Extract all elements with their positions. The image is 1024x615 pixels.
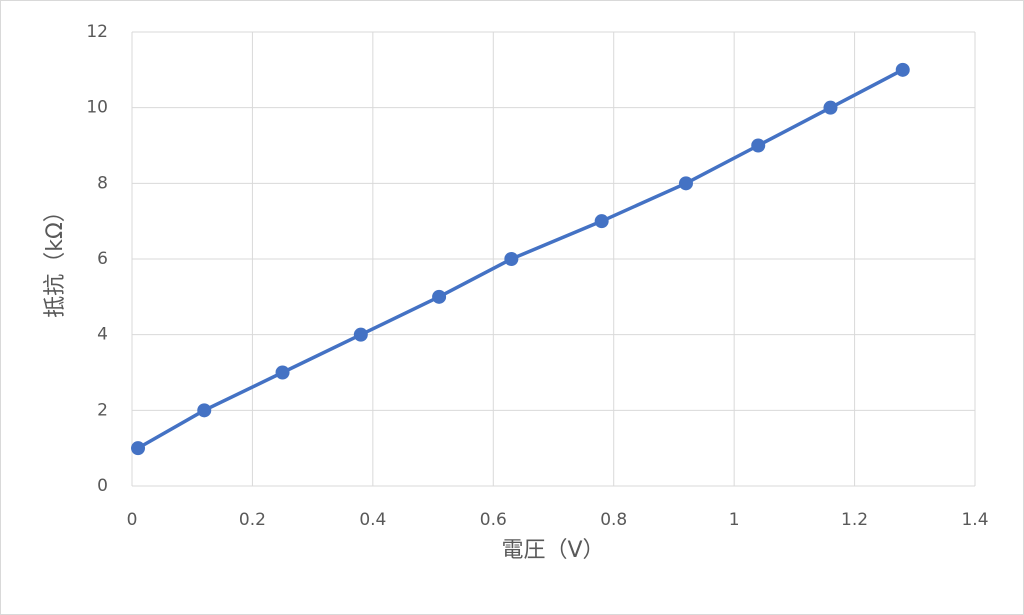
x-tick-label: 0.2 <box>239 510 266 530</box>
y-tick-label: 6 <box>97 249 108 269</box>
data-point <box>594 214 609 229</box>
y-tick-label: 10 <box>86 98 108 118</box>
data-point <box>678 176 693 191</box>
x-tick-label: 0.6 <box>480 510 507 530</box>
y-tick-label: 2 <box>97 400 108 420</box>
data-point <box>895 62 910 77</box>
y-axis-title: 抵抗（kΩ） <box>43 200 68 318</box>
x-tick-label: 0.8 <box>600 510 627 530</box>
y-tick-label: 0 <box>97 476 108 496</box>
x-tick-label: 0 <box>127 510 138 530</box>
x-tick-label: 1 <box>729 510 740 530</box>
data-point <box>432 289 447 304</box>
data-point <box>197 403 212 418</box>
data-point <box>504 252 519 266</box>
y-tick-label: 8 <box>97 173 108 193</box>
y-tick-label: 12 <box>86 22 108 42</box>
data-point <box>751 138 766 153</box>
x-axis-title: 電圧（V） <box>501 538 604 563</box>
x-tick-label: 1.4 <box>961 510 988 530</box>
data-point <box>275 365 290 380</box>
data-point <box>131 441 146 456</box>
x-tick-label: 0.4 <box>359 510 386 530</box>
x-tick-label: 1.2 <box>841 510 868 530</box>
data-point <box>823 100 838 115</box>
data-point <box>353 327 368 342</box>
y-tick-label: 4 <box>97 325 108 345</box>
